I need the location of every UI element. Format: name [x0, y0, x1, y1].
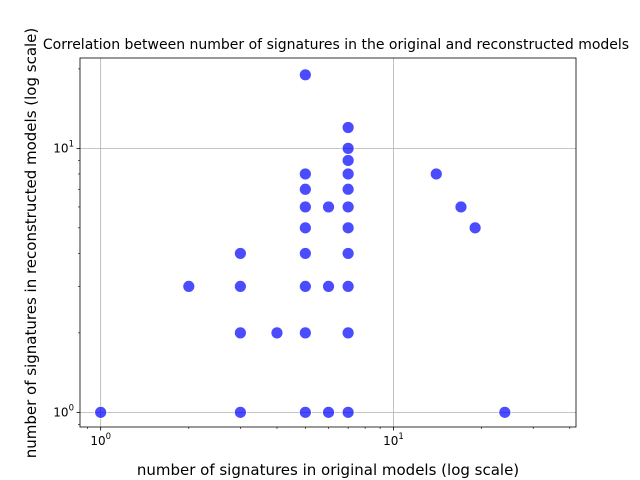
- data-point: [341, 154, 355, 167]
- data-point: [298, 326, 312, 340]
- axes-frame: [79, 57, 577, 428]
- y-tick-label: 101: [53, 139, 74, 155]
- data-point: [298, 405, 312, 419]
- data-points: [94, 68, 512, 419]
- data-point: [341, 200, 355, 214]
- data-point: [341, 121, 355, 134]
- chart-title: Correlation between number of signatures…: [43, 37, 629, 53]
- data-point: [341, 167, 355, 181]
- data-point: [341, 221, 355, 235]
- data-point: [233, 326, 247, 340]
- data-point: [94, 405, 108, 419]
- y-tick-label: 100: [53, 403, 74, 419]
- data-point: [233, 280, 247, 293]
- data-point: [341, 182, 355, 196]
- data-point: [341, 280, 355, 293]
- data-point: [498, 405, 512, 419]
- data-point: [322, 405, 335, 419]
- data-point: [468, 221, 482, 235]
- data-point: [298, 182, 312, 196]
- data-point: [341, 247, 355, 260]
- data-point: [182, 280, 196, 293]
- data-point: [341, 141, 355, 155]
- x-tick-label: 100: [90, 432, 111, 448]
- data-point: [322, 200, 335, 214]
- data-point: [298, 167, 312, 181]
- data-point: [341, 405, 355, 419]
- data-point: [298, 200, 312, 214]
- data-point: [298, 247, 312, 260]
- data-point: [298, 221, 312, 235]
- data-point: [233, 405, 247, 419]
- data-point: [270, 326, 284, 340]
- data-point: [298, 68, 312, 82]
- x-tick-label: 101: [383, 432, 404, 448]
- data-point: [322, 280, 335, 293]
- x-axis-label: number of signatures in original models …: [137, 461, 519, 479]
- data-point: [298, 280, 312, 293]
- axis-ticks: 100 101 100 101: [53, 68, 571, 448]
- data-point: [454, 200, 468, 214]
- data-point: [341, 326, 355, 340]
- data-point: [429, 167, 443, 181]
- data-point: [233, 247, 247, 260]
- y-axis-label: number of signatures in reconstructed mo…: [22, 28, 40, 459]
